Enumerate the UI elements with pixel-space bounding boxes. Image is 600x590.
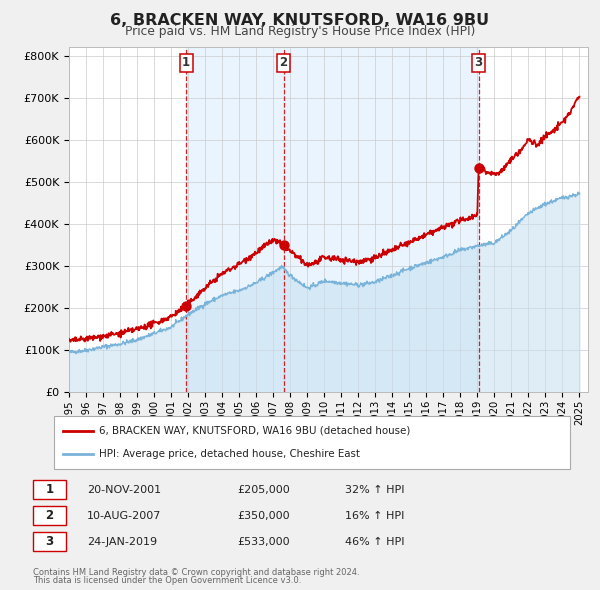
Text: 32% ↑ HPI: 32% ↑ HPI [345,485,404,494]
Text: Price paid vs. HM Land Registry's House Price Index (HPI): Price paid vs. HM Land Registry's House … [125,25,475,38]
Text: 3: 3 [46,535,53,548]
Text: 1: 1 [46,483,53,496]
Text: 20-NOV-2001: 20-NOV-2001 [87,485,161,494]
Bar [186,47,284,392]
Text: Contains HM Land Registry data © Crown copyright and database right 2024.: Contains HM Land Registry data © Crown c… [33,568,359,577]
Text: £350,000: £350,000 [237,511,290,520]
Bar [284,47,479,392]
Text: £205,000: £205,000 [237,485,290,494]
Text: £533,000: £533,000 [237,537,290,546]
Text: 1: 1 [182,56,190,69]
Text: 2: 2 [280,56,287,69]
Text: 2: 2 [46,509,53,522]
Text: 6, BRACKEN WAY, KNUTSFORD, WA16 9BU: 6, BRACKEN WAY, KNUTSFORD, WA16 9BU [110,13,490,28]
Text: 46% ↑ HPI: 46% ↑ HPI [345,537,404,546]
Text: 10-AUG-2007: 10-AUG-2007 [87,511,161,520]
Text: HPI: Average price, detached house, Cheshire East: HPI: Average price, detached house, Ches… [99,449,360,459]
Text: 16% ↑ HPI: 16% ↑ HPI [345,511,404,520]
Text: This data is licensed under the Open Government Licence v3.0.: This data is licensed under the Open Gov… [33,576,301,585]
Text: 6, BRACKEN WAY, KNUTSFORD, WA16 9BU (detached house): 6, BRACKEN WAY, KNUTSFORD, WA16 9BU (det… [99,426,410,436]
Text: 3: 3 [475,56,482,69]
Text: 24-JAN-2019: 24-JAN-2019 [87,537,157,546]
